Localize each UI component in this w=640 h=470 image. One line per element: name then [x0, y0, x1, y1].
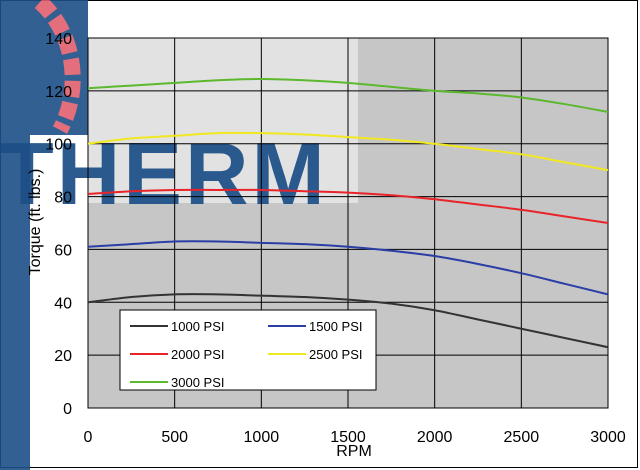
legend-box	[119, 309, 377, 391]
legend: 1000 PSI 1500 PSI 2000 PSI 2500 PSI 3000 PSI	[119, 309, 377, 391]
legend-label: 3000 PSI	[171, 375, 225, 390]
watermark-dashed-arc	[34, 0, 81, 134]
x-tick-labels: 0 500 1000 1500 2000 2500 3000	[84, 429, 626, 446]
y-tick-label: 80	[54, 190, 72, 207]
series-line-1500-psi	[88, 240, 608, 296]
legend-label: 1000 PSI	[171, 319, 225, 334]
legend-label: 1500 PSI	[309, 319, 363, 334]
y-tick-label: 120	[45, 84, 72, 101]
y-tick-label: 20	[54, 348, 72, 365]
legend-label: 2500 PSI	[309, 347, 363, 362]
y-tick-labels: 0 20 40 60 80 100 120 140	[45, 31, 72, 418]
y-tick-label: 140	[45, 31, 72, 48]
series-group	[88, 77, 608, 349]
series-line-3000-psi	[88, 77, 608, 113]
series-line-1000-psi	[88, 293, 608, 349]
x-tick-label: 0	[84, 429, 93, 446]
x-tick-label: 3000	[590, 429, 626, 446]
plot-highlight	[88, 38, 358, 203]
y-tick-label: 0	[63, 401, 72, 418]
series-line-2500-psi	[88, 131, 608, 172]
y-axis-label: Torque (ft. lbs.)	[27, 169, 44, 276]
x-tick-label: 1000	[244, 429, 280, 446]
watermark-text: THERM	[0, 124, 328, 223]
legend-label: 2000 PSI	[171, 347, 225, 362]
x-tick-label: 2000	[417, 429, 453, 446]
x-tick-label: 2500	[504, 429, 540, 446]
x-axis-label: RPM	[336, 443, 372, 460]
x-tick-label: 500	[161, 429, 188, 446]
watermark-graphic	[0, 0, 88, 470]
x-tick-label: 1500	[330, 429, 366, 446]
y-tick-label: 100	[45, 137, 72, 154]
y-tick-label: 60	[54, 242, 72, 259]
y-tick-label: 40	[54, 295, 72, 312]
series-line-2000-psi	[88, 188, 608, 224]
